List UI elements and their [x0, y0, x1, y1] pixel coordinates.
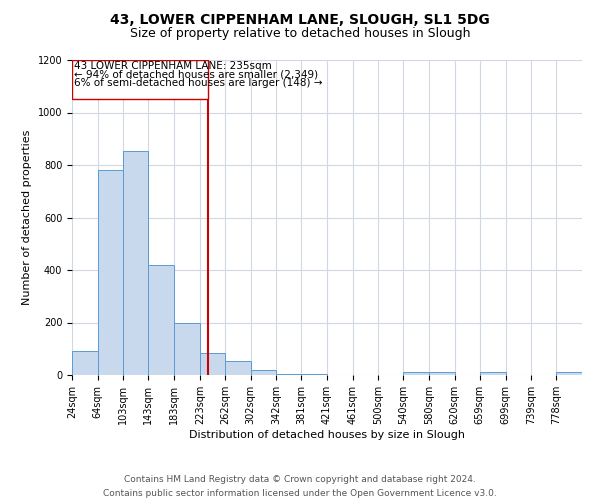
Bar — [72, 60, 208, 100]
Text: ← 94% of detached houses are smaller (2,349): ← 94% of detached houses are smaller (2,… — [74, 70, 318, 80]
Bar — [480, 372, 506, 375]
Bar — [403, 372, 429, 375]
Bar — [200, 352, 225, 375]
Bar — [123, 150, 148, 375]
Bar — [148, 265, 174, 375]
Bar — [98, 170, 123, 375]
Text: 43, LOWER CIPPENHAM LANE, SLOUGH, SL1 5DG: 43, LOWER CIPPENHAM LANE, SLOUGH, SL1 5D… — [110, 12, 490, 26]
Text: Size of property relative to detached houses in Slough: Size of property relative to detached ho… — [130, 28, 470, 40]
Text: 6% of semi-detached houses are larger (148) →: 6% of semi-detached houses are larger (1… — [74, 78, 322, 88]
Y-axis label: Number of detached properties: Number of detached properties — [22, 130, 32, 305]
Bar — [174, 322, 200, 375]
Text: 43 LOWER CIPPENHAM LANE: 235sqm: 43 LOWER CIPPENHAM LANE: 235sqm — [74, 62, 272, 72]
Text: Contains HM Land Registry data © Crown copyright and database right 2024.
Contai: Contains HM Land Registry data © Crown c… — [103, 476, 497, 498]
Bar — [276, 374, 301, 375]
Bar — [72, 352, 98, 375]
X-axis label: Distribution of detached houses by size in Slough: Distribution of detached houses by size … — [189, 430, 465, 440]
Bar — [429, 372, 455, 375]
Bar — [251, 370, 276, 375]
Bar — [556, 372, 582, 375]
Bar — [225, 360, 251, 375]
Bar — [301, 374, 327, 375]
